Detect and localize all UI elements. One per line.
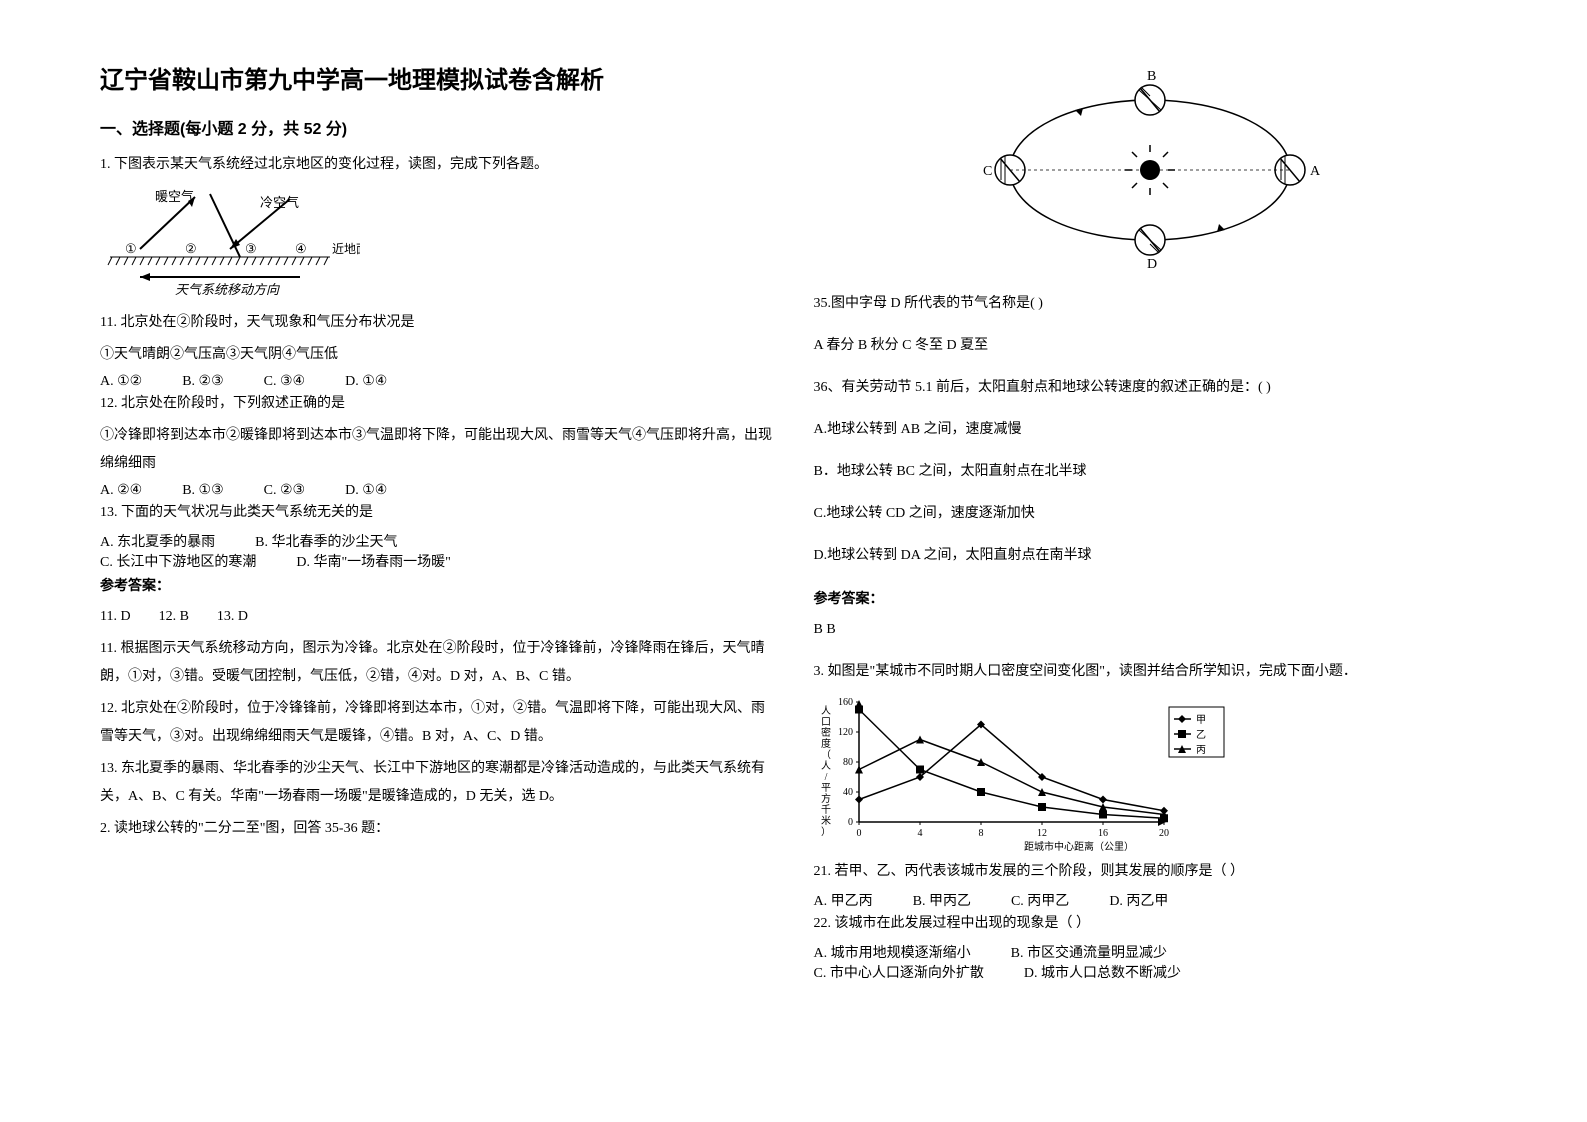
q12-opt-c: C. ②③ bbox=[264, 482, 305, 499]
label-d: D bbox=[1147, 257, 1157, 270]
q13-options-row1: A. 东北夏季的暴雨 B. 华北春季的沙尘天气 bbox=[100, 531, 774, 551]
section-heading: 一、选择题(每小题 2 分，共 52 分) bbox=[100, 115, 774, 139]
svg-text:千: 千 bbox=[821, 804, 831, 816]
marker-3: ③ bbox=[245, 241, 257, 256]
q2-answers: B B bbox=[814, 616, 1488, 644]
q11-opt-d: D. ①④ bbox=[345, 373, 387, 390]
svg-text:80: 80 bbox=[843, 757, 853, 768]
q13-options-row2: C. 长江中下游地区的寒潮 D. 华南"一场春雨一场暖" bbox=[100, 551, 774, 571]
q13-opt-c: C. 长江中下游地区的寒潮 bbox=[100, 551, 256, 571]
marker-4: ④ bbox=[295, 241, 307, 256]
q22: 22. 该城市在此发展过程中出现的现象是（ ） bbox=[814, 910, 1488, 938]
q11-sub: ①天气晴朗②气压高③天气阴④气压低 bbox=[100, 341, 774, 369]
svg-text:距城市中心距离（公里）: 距城市中心距离（公里） bbox=[1024, 840, 1134, 852]
q22-opt-c: C. 市中心人口逐渐向外扩散 bbox=[814, 962, 984, 982]
left-column: 辽宁省鞍山市第九中学高一地理模拟试卷含解析 一、选择题(每小题 2 分，共 52… bbox=[80, 60, 794, 1062]
q21-opt-b: B. 甲丙乙 bbox=[913, 890, 971, 910]
q13: 13. 下面的天气状况与此类天气系统无关的是 bbox=[100, 499, 774, 527]
svg-text:160: 160 bbox=[838, 697, 853, 708]
ground-label: 近地面 bbox=[332, 242, 360, 256]
svg-text:甲: 甲 bbox=[1196, 715, 1206, 726]
expl-12: 12. 北京处在②阶段时，位于冷锋锋前，冷锋即将到达本市，①对，②错。气温即将下… bbox=[100, 695, 774, 751]
density-chart: 04080120160048121620人口密度（人/平方千米）距城市中心距离（… bbox=[814, 692, 1234, 852]
q35: 35.图中字母 D 所代表的节气名称是( ) bbox=[814, 290, 1488, 318]
svg-text:8: 8 bbox=[978, 828, 983, 839]
marker-1: ① bbox=[125, 241, 137, 256]
q21-opt-c: C. 丙甲乙 bbox=[1011, 890, 1069, 910]
q13-opt-b: B. 华北春季的沙尘天气 bbox=[255, 531, 397, 551]
q2-stem: 2. 读地球公转的"二分二至"图，回答 35-36 题： bbox=[100, 815, 774, 843]
marker-2: ② bbox=[185, 241, 197, 256]
svg-text:人: 人 bbox=[821, 760, 831, 772]
svg-text:（: （ bbox=[821, 749, 831, 761]
svg-text:）: ） bbox=[821, 826, 831, 838]
q13-opt-a: A. 东北夏季的暴雨 bbox=[100, 531, 215, 551]
svg-text:40: 40 bbox=[843, 787, 853, 798]
q11-opt-a: A. ①② bbox=[100, 373, 142, 390]
svg-text:16: 16 bbox=[1098, 828, 1108, 839]
q21-options: A. 甲乙丙 B. 甲丙乙 C. 丙甲乙 D. 丙乙甲 bbox=[814, 890, 1488, 910]
svg-text:/: / bbox=[824, 772, 827, 783]
right-column: A B C D bbox=[794, 60, 1508, 1062]
q12-options: A. ②④ B. ①③ C. ②③ D. ①④ bbox=[100, 482, 774, 499]
q12-opt-d: D. ①④ bbox=[345, 482, 387, 499]
svg-text:12: 12 bbox=[1037, 828, 1047, 839]
q22-opt-a: A. 城市用地规模逐渐缩小 bbox=[814, 942, 971, 962]
warm-air-label: 暖空气 bbox=[155, 189, 194, 204]
svg-text:丙: 丙 bbox=[1196, 745, 1206, 756]
weather-diagram: 暖空气 冷空气 bbox=[100, 189, 360, 299]
earth-d: D bbox=[1135, 225, 1165, 270]
q12-opt-b: B. ①③ bbox=[182, 482, 223, 499]
q12-sub: ①冷锋即将到达本市②暖锋即将到达本市③气温即将下降，可能出现大风、雨雪等天气④气… bbox=[100, 422, 774, 478]
label-a: A bbox=[1310, 164, 1321, 179]
answer-label: 参考答案： bbox=[100, 571, 774, 599]
q36-c: C.地球公转 CD 之间，速度逐渐加快 bbox=[814, 500, 1488, 528]
movement-label: 天气系统移动方向 bbox=[175, 282, 280, 297]
q11-opt-b: B. ②③ bbox=[182, 373, 223, 390]
label-c: C bbox=[983, 164, 992, 179]
svg-text:0: 0 bbox=[848, 817, 853, 828]
q22-opt-d: D. 城市人口总数不断减少 bbox=[1024, 962, 1181, 982]
q13-opt-d: D. 华南"一场春雨一场暖" bbox=[296, 551, 451, 571]
svg-text:120: 120 bbox=[838, 727, 853, 738]
q36: 36、有关劳动节 5.1 前后，太阳直射点和地球公转速度的叙述正确的是：( ) bbox=[814, 374, 1488, 402]
orbit-diagram: A B C D bbox=[975, 70, 1325, 270]
expl-11: 11. 根据图示天气系统移动方向，图示为冷锋。北京处在②阶段时，位于冷锋锋前，冷… bbox=[100, 635, 774, 691]
svg-text:4: 4 bbox=[917, 828, 922, 839]
q35-opts: A 春分 B 秋分 C 冬至 D 夏至 bbox=[814, 332, 1488, 360]
svg-text:方: 方 bbox=[821, 792, 831, 805]
q1-answers: 11. D 12. B 13. D bbox=[100, 603, 774, 631]
svg-text:度: 度 bbox=[821, 737, 831, 750]
q36-d: D.地球公转到 DA 之间，太阳直射点在南半球 bbox=[814, 542, 1488, 570]
svg-text:密: 密 bbox=[821, 726, 831, 739]
page-title: 辽宁省鞍山市第九中学高一地理模拟试卷含解析 bbox=[100, 60, 774, 95]
svg-text:米: 米 bbox=[821, 814, 831, 827]
svg-text:人: 人 bbox=[821, 705, 831, 717]
svg-text:口: 口 bbox=[821, 717, 831, 728]
earth-b: B bbox=[1135, 70, 1165, 115]
svg-text:乙: 乙 bbox=[1196, 729, 1206, 741]
q3-stem: 3. 如图是"某城市不同时期人口密度空间变化图"，读图并结合所学知识，完成下面小… bbox=[814, 658, 1488, 686]
q22-options-row2: C. 市中心人口逐渐向外扩散 D. 城市人口总数不断减少 bbox=[814, 962, 1488, 982]
q21-opt-a: A. 甲乙丙 bbox=[814, 890, 873, 910]
svg-text:0: 0 bbox=[856, 828, 861, 839]
q11-opt-c: C. ③④ bbox=[264, 373, 305, 390]
q22-options-row1: A. 城市用地规模逐渐缩小 B. 市区交通流量明显减少 bbox=[814, 942, 1488, 962]
q21-opt-d: D. 丙乙甲 bbox=[1109, 890, 1168, 910]
svg-text:平: 平 bbox=[821, 783, 831, 794]
q12-opt-a: A. ②④ bbox=[100, 482, 142, 499]
cold-air-label: 冷空气 bbox=[260, 195, 299, 210]
q36-b: B．地球公转 BC 之间，太阳直射点在北半球 bbox=[814, 458, 1488, 486]
svg-text:20: 20 bbox=[1159, 828, 1169, 839]
q22-opt-b: B. 市区交通流量明显减少 bbox=[1011, 942, 1167, 962]
expl-13: 13. 东北夏季的暴雨、华北春季的沙尘天气、长江中下游地区的寒潮都是冷锋活动造成… bbox=[100, 755, 774, 811]
q21: 21. 若甲、乙、丙代表该城市发展的三个阶段，则其发展的顺序是（ ） bbox=[814, 858, 1488, 886]
answer-label-2: 参考答案： bbox=[814, 584, 1488, 612]
q1-stem: 1. 下图表示某天气系统经过北京地区的变化过程，读图，完成下列各题。 bbox=[100, 151, 774, 179]
q12: 12. 北京处在阶段时，下列叙述正确的是 bbox=[100, 390, 774, 418]
q11-options: A. ①② B. ②③ C. ③④ D. ①④ bbox=[100, 373, 774, 390]
q36-a: A.地球公转到 AB 之间，速度减慢 bbox=[814, 416, 1488, 444]
q11: 11. 北京处在②阶段时，天气现象和气压分布状况是 bbox=[100, 309, 774, 337]
label-b: B bbox=[1147, 70, 1156, 84]
